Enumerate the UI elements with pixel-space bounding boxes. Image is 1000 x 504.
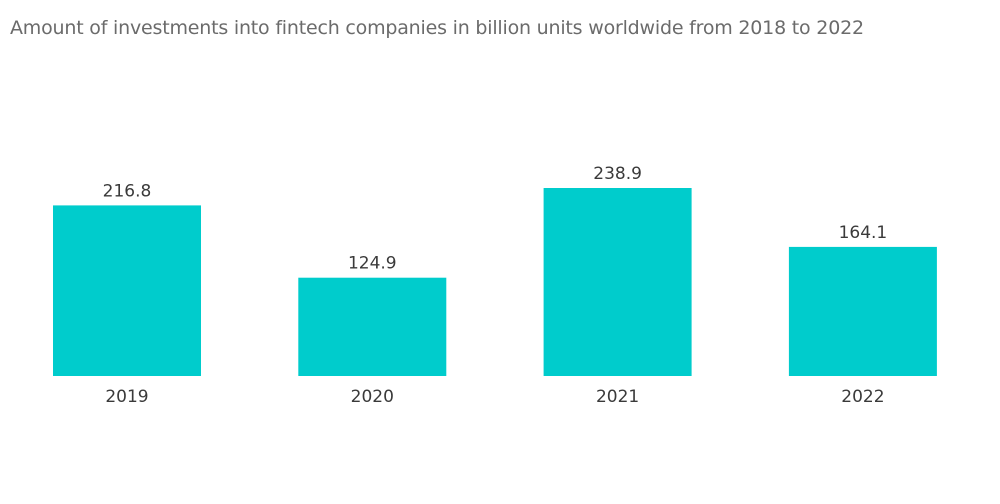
bars-layer [53,188,937,376]
labels-layer: 216.8 124.9 238.9 164.1 [103,164,888,274]
x-tick-label: 2022 [841,387,884,407]
x-axis-ticks: 2019 2020 2021 2022 [105,387,884,407]
chart-title: Amount of investments into fintech compa… [10,17,864,39]
bar-2022 [788,246,937,376]
bar-value-label: 124.9 [348,254,397,274]
bar-value-label: 216.8 [103,181,152,201]
bar-value-label: 164.1 [839,223,888,243]
bar-2020 [298,277,447,376]
bar-2019 [53,205,201,376]
bar-value-label: 238.9 [593,164,642,184]
x-tick-label: 2020 [351,387,394,407]
x-tick-label: 2019 [105,387,148,407]
bar-2021 [543,188,692,376]
x-tick-label: 2021 [596,387,639,407]
